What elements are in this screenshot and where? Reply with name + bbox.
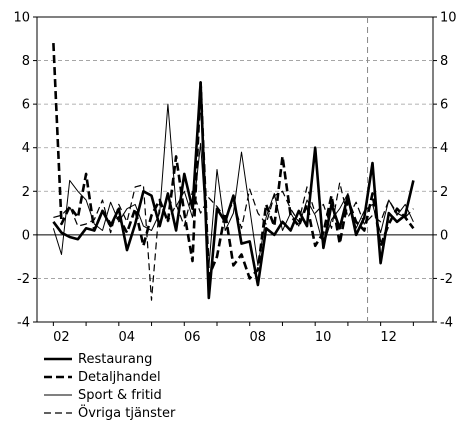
y-tick-label-right: -4 [440,316,453,331]
legend-item-ovriga-tjanster: Övriga tjänster [44,404,175,422]
series-line-4 [53,182,414,301]
axis-ticks [33,16,437,326]
series-line-3 [52,103,414,268]
legend-item-restaurang: Restaurang [44,350,175,368]
legend-swatch-solid-thin [44,394,72,396]
y-tick-label-left: -2 [17,272,30,287]
legend-swatch-solid-thick [44,357,72,361]
x-tick-label: 10 [315,330,332,345]
series-lines [52,43,415,301]
y-tick-label-right: 2 [440,185,448,200]
legend-swatch-dashed-thin [44,412,72,414]
series-line-2 [52,43,415,280]
y-tick-label-left: 2 [22,185,30,200]
x-tick-label: 06 [184,330,201,345]
y-tick-label-right: 10 [440,11,457,26]
y-tick-label-right: 8 [440,54,448,69]
y-tick-label-left: 0 [22,228,30,243]
y-tick-label-right: -2 [440,272,453,287]
y-axis-right-labels: -4 -2 0 2 4 6 8 10 [440,11,457,331]
legend-item-detaljhandel: Detaljhandel [44,368,175,386]
y-tick-label-right: 6 [440,98,448,113]
y-tick-label-right: 4 [440,141,448,156]
y-tick-label-right: 0 [440,228,448,243]
y-tick-label-left: 4 [22,141,30,156]
y-axis-left-labels: -4 -2 0 2 4 6 8 10 [13,11,30,331]
y-tick-label-left: -4 [17,316,30,331]
y-tick-label-left: 6 [22,98,30,113]
legend-label: Restaurang [78,351,153,367]
legend: Restaurang Detaljhandel Sport & fritid Ö… [44,350,175,422]
x-tick-label: 04 [119,330,136,345]
legend-item-sport-fritid: Sport & fritid [44,386,175,404]
series-line-1 [52,81,415,300]
x-tick-label: 08 [249,330,266,345]
x-tick-label: 02 [53,330,70,345]
legend-label: Sport & fritid [78,387,162,403]
x-tick-label: 12 [380,330,397,345]
y-tick-label-left: 8 [22,54,30,69]
y-tick-label-left: 10 [13,11,30,26]
plot-frame [36,16,434,323]
legend-swatch-dashed-thick [44,375,72,379]
legend-label: Övriga tjänster [78,405,176,421]
x-axis-labels: 02 04 06 08 10 12 [53,330,397,345]
legend-label: Detaljhandel [78,369,161,385]
